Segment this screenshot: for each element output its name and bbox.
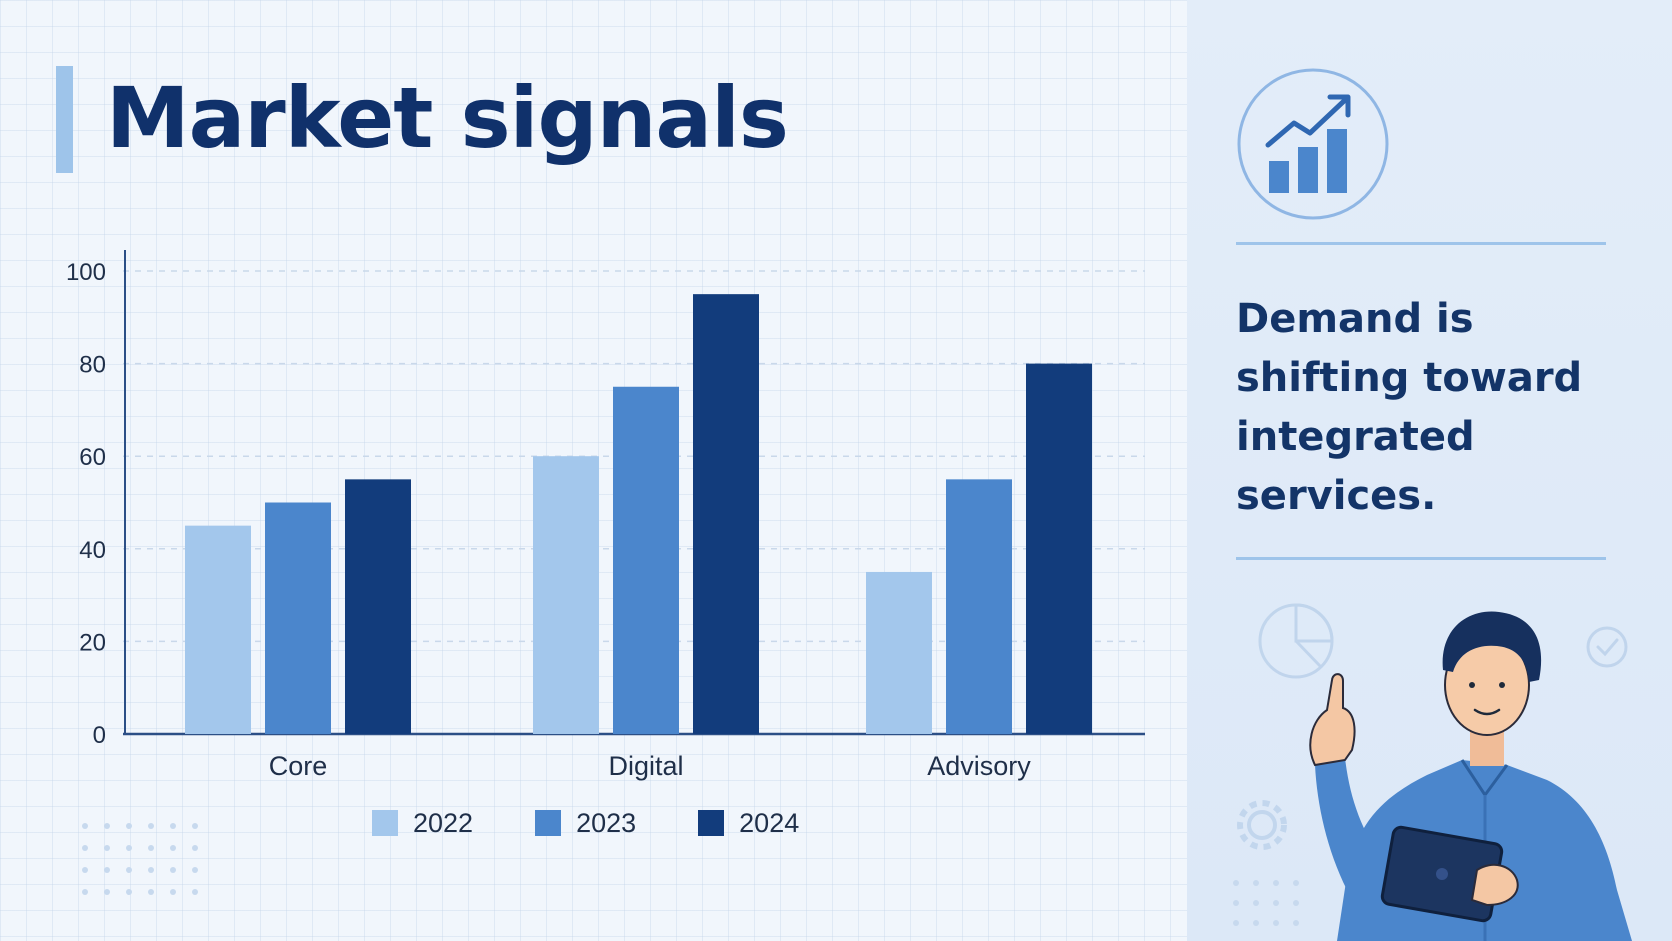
bar-2022-digital [533,456,599,734]
bar-2024-advisory [1026,363,1092,734]
check-circle-icon [1586,626,1628,668]
legend-item-2024: 2024 [698,808,799,839]
legend-item-2023: 2023 [535,808,636,839]
bar-2024-digital [693,294,759,734]
legend-item-2022: 2022 [372,808,473,839]
x-tick-label: Advisory [927,751,1031,781]
bar-chart: 0 20 40 60 80 100 Core Digital Advisory [66,250,1145,781]
chart-legend: 2022 2023 2024 [372,806,861,840]
bar-2022-advisory [866,571,932,734]
bar-2022-core [185,525,251,734]
bar-2024-core [345,479,411,734]
y-tick-label: 60 [79,444,106,471]
legend-label-2023: 2023 [576,807,637,838]
title-accent-bar [56,66,73,173]
y-tick-label: 20 [79,629,106,656]
divider-bottom [1236,557,1606,560]
insight-text: Demand is shifting toward integrated ser… [1236,296,1583,519]
legend-swatch-2022 [372,810,398,836]
presenter-illustration [1237,603,1632,941]
legend-label-2022: 2022 [413,807,474,838]
legend-swatch-2023 [535,810,562,836]
bar-2023-digital [613,386,679,734]
legend-swatch-2024 [698,810,725,836]
bar-2023-core [265,502,331,734]
page-title: Market signals [106,69,789,167]
x-tick-label: Core [269,751,328,781]
bar-chart-growth-icon [1237,68,1389,220]
divider-top [1236,242,1606,245]
legend-label-2024: 2024 [739,807,800,838]
y-tick-label: 0 [93,722,106,749]
y-tick-label: 100 [66,259,106,286]
pie-chart-icon [1258,603,1334,679]
y-tick-label: 40 [79,537,106,564]
bar-2023-advisory [946,479,1012,734]
x-tick-label: Digital [608,751,683,781]
y-tick-label: 80 [79,352,106,379]
gear-icon [1237,800,1287,850]
